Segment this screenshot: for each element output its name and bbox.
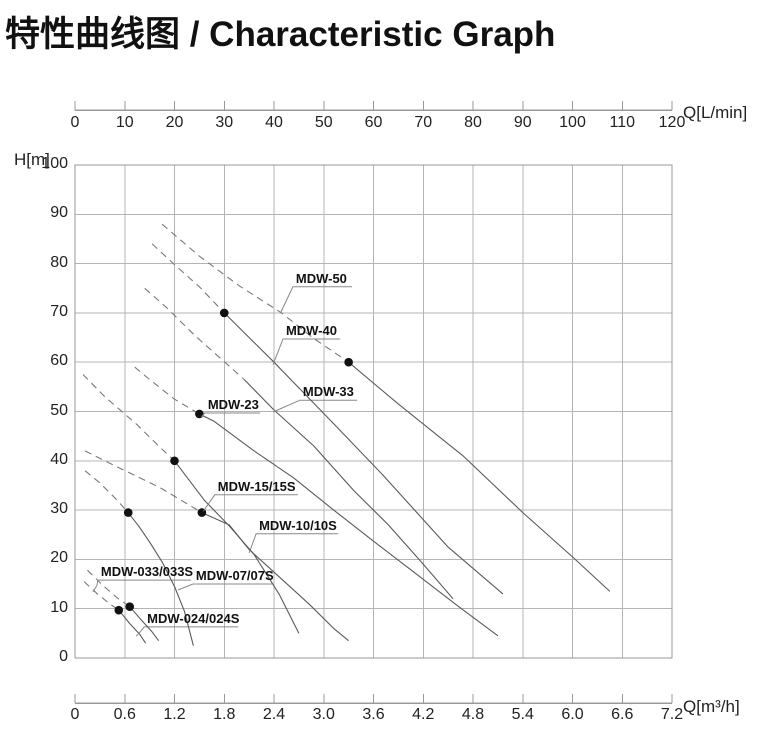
left-axis-tick-label: 80 xyxy=(50,253,68,271)
left-axis-tick-label: 60 xyxy=(50,352,68,370)
bottom-axis-unit-label: Q[m³/h] xyxy=(683,697,740,716)
curve-solid-mdw-50 xyxy=(348,361,611,592)
bottom-axis-tick-label: 3.0 xyxy=(312,706,335,723)
bottom-axis-tick-label: 7.2 xyxy=(660,706,684,723)
curve-dashed-mdw-10-10s xyxy=(84,450,203,514)
top-axis-tick-label: 20 xyxy=(165,114,184,131)
leader-mdw-15-15s xyxy=(202,494,298,512)
left-axis-tick-label: 30 xyxy=(50,500,68,518)
left-axis-tick-label: 100 xyxy=(41,155,68,172)
top-axis-tick-label: 70 xyxy=(414,114,433,131)
curve-solid-mdw-033-033s xyxy=(129,606,160,642)
curve-label-mdw-33: MDW-33 xyxy=(302,384,354,400)
top-axis-tick-label: 110 xyxy=(609,114,635,131)
bottom-axis-tick-label: 2.4 xyxy=(262,706,286,723)
top-axis-tick-label: 100 xyxy=(559,114,586,131)
top-axis-tick-label: 50 xyxy=(314,114,333,131)
bottom-axis-tick-label: 5.4 xyxy=(511,706,534,723)
top-axis-unit-label: Q[L/min] xyxy=(683,103,748,122)
bottom-axis-tick-label: 4.8 xyxy=(461,706,485,723)
plot-border xyxy=(74,164,673,659)
left-axis-tick-label: 40 xyxy=(50,450,68,468)
curve-solid-mdw-33 xyxy=(243,379,454,600)
bottom-axis-tick-label: 4.2 xyxy=(412,706,435,723)
top-axis-tick-label: 120 xyxy=(658,114,686,131)
curve-solid-mdw-23 xyxy=(199,413,499,637)
curve-label-mdw-23: MDW-23 xyxy=(207,396,259,412)
curve-dashed-mdw-033-033s xyxy=(87,569,131,608)
left-axis-tick-label: 10 xyxy=(50,598,68,616)
curve-solid-mdw-15-15s xyxy=(174,460,300,634)
duty-point-mdw-50 xyxy=(344,357,353,367)
duty-point-mdw-23 xyxy=(195,409,204,419)
left-axis-tick-label: 0 xyxy=(59,648,68,665)
bottom-axis-tick-label: 0.6 xyxy=(113,706,136,723)
curve-dashed-mdw-15-15s xyxy=(82,374,175,462)
left-axis-tick-label: 20 xyxy=(50,549,68,567)
curve-dashed-mdw-07-07s xyxy=(84,470,129,513)
bottom-axis-tick-label: 1.2 xyxy=(163,706,186,723)
curve-dashed-mdw-40 xyxy=(151,243,225,314)
curve-dashed-mdw-024-024s xyxy=(83,581,120,611)
left-axis-tick-label: 90 xyxy=(50,204,68,222)
curve-solid-mdw-10-10s xyxy=(201,512,349,642)
leader-mdw-10-10s xyxy=(248,533,339,554)
curve-solid-mdw-024-024s xyxy=(118,609,147,644)
top-axis-tick-label: 10 xyxy=(115,114,134,131)
leader-mdw-40 xyxy=(272,338,341,365)
bottom-axis-tick-label: 3.6 xyxy=(362,706,385,723)
leader-mdw-024-024s xyxy=(135,626,239,637)
duty-point-mdw-40 xyxy=(219,308,229,318)
curve-dashed-mdw-23 xyxy=(134,366,200,415)
duty-point-mdw-15-15s xyxy=(170,456,179,466)
curve-label-mdw-50: MDW-50 xyxy=(295,270,347,286)
duty-point-mdw-07-07s xyxy=(123,508,133,517)
curve-label-mdw-15-15s: MDW-15/15S xyxy=(217,478,296,494)
top-axis-tick-label: 60 xyxy=(364,114,383,131)
leader-mdw-33 xyxy=(272,399,358,413)
bottom-axis-tick-label: 6.6 xyxy=(611,706,634,723)
top-axis-tick-label: 80 xyxy=(464,114,482,131)
bottom-axis-tick-label: 0 xyxy=(70,706,80,723)
leader-mdw-033-033s xyxy=(92,579,191,593)
curve-label-mdw-024-024s: MDW-024/024S xyxy=(147,610,240,626)
leader-mdw-23 xyxy=(201,412,261,418)
duty-point-mdw-033-033s xyxy=(125,602,135,612)
curve-dashed-mdw-33 xyxy=(144,287,245,380)
curve-solid-mdw-07-07s xyxy=(127,512,194,646)
top-axis-tick-label: 0 xyxy=(70,114,80,131)
leader-mdw-50 xyxy=(280,286,353,313)
duty-point-mdw-024-024s xyxy=(114,605,124,615)
top-axis-tick-label: 90 xyxy=(513,114,532,131)
leader-mdw-07-07s xyxy=(177,583,272,591)
curve-solid-mdw-40 xyxy=(223,312,504,595)
curve-label-mdw-40: MDW-40 xyxy=(285,323,337,339)
bottom-axis-tick-label: 6.0 xyxy=(561,706,584,723)
left-axis-tick-label: 70 xyxy=(50,302,68,320)
top-axis-tick-label: 40 xyxy=(265,114,283,131)
page-title: 特性曲线图 / Characteristic Graph xyxy=(5,15,556,54)
bottom-axis-tick-label: 1.8 xyxy=(213,706,236,723)
left-axis-unit-label: H[m] xyxy=(14,150,50,169)
curve-label-mdw-033-033s: MDW-033/033S xyxy=(100,564,194,580)
curve-dashed-mdw-50 xyxy=(161,223,349,363)
curve-label-mdw-10-10s: MDW-10/10S xyxy=(259,517,337,533)
top-axis-tick-label: 30 xyxy=(215,114,234,131)
curve-label-mdw-07-07s: MDW-07/07S xyxy=(195,568,274,584)
left-axis-tick-label: 50 xyxy=(50,401,68,419)
